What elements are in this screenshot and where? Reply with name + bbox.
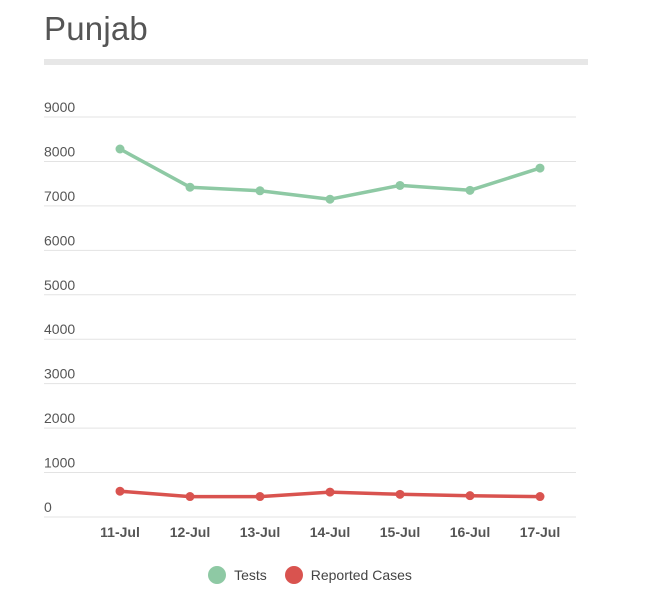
x-tick-label: 13-Jul — [240, 524, 280, 540]
legend-label-tests: Tests — [234, 567, 267, 583]
x-tick-label: 12-Jul — [170, 524, 210, 540]
data-point-tests — [115, 144, 125, 154]
data-point-reported-cases — [115, 486, 125, 496]
data-point-reported-cases — [535, 492, 545, 502]
x-axis-ticks: 11-Jul 12-Jul 13-Jul 14-Jul 15-Jul 16-Jul 17-J… — [100, 524, 560, 540]
x-tick-label: 11-Jul — [100, 524, 140, 540]
legend-item-tests[interactable]: Tests — [208, 566, 267, 584]
legend-swatch-reported-cases — [284, 566, 303, 584]
legend-item-reported-cases[interactable]: Reported Cases — [284, 566, 412, 584]
y-tick-label: 0 — [44, 499, 52, 515]
title-divider — [44, 59, 588, 65]
data-point-tests — [325, 194, 335, 204]
y-tick-label: 1000 — [44, 455, 75, 471]
y-tick-label: 7000 — [44, 188, 75, 204]
data-point-tests — [465, 185, 475, 195]
data-point-tests — [255, 186, 265, 196]
chart-legend: Tests Reported Cases — [0, 566, 620, 584]
x-tick-label: 15-Jul — [380, 524, 420, 540]
legend-label-reported-cases: Reported Cases — [310, 567, 412, 583]
y-tick-label: 9000 — [44, 99, 75, 115]
y-tick-label: 5000 — [44, 277, 75, 293]
x-tick-label: 14-Jul — [310, 524, 350, 540]
chart-series — [115, 144, 545, 502]
data-point-reported-cases — [325, 487, 335, 497]
page-title: Punjab — [44, 10, 148, 47]
y-tick-label: 4000 — [44, 321, 75, 337]
y-tick-label: 8000 — [44, 143, 75, 159]
series-line-tests — [118, 147, 542, 201]
line-chart: 9000 8000 7000 6000 5000 4000 3000 2000 1000 0 11… — [44, 99, 576, 540]
data-point-tests — [395, 180, 405, 190]
x-tick-label: 16-Jul — [450, 524, 490, 540]
data-point-tests — [185, 182, 195, 192]
chart-gridlines — [44, 116, 576, 518]
x-tick-label: 17-Jul — [520, 524, 560, 540]
y-tick-label: 3000 — [44, 366, 75, 382]
data-point-reported-cases — [185, 492, 195, 502]
y-axis-ticks: 9000 8000 7000 6000 5000 4000 3000 2000 1000 0 — [44, 99, 75, 515]
data-point-reported-cases — [255, 492, 265, 502]
data-point-reported-cases — [465, 491, 475, 501]
data-point-tests — [535, 163, 545, 173]
y-tick-label: 6000 — [44, 232, 75, 248]
legend-swatch-tests — [208, 566, 227, 584]
data-point-reported-cases — [395, 489, 405, 499]
y-tick-label: 2000 — [44, 410, 75, 426]
